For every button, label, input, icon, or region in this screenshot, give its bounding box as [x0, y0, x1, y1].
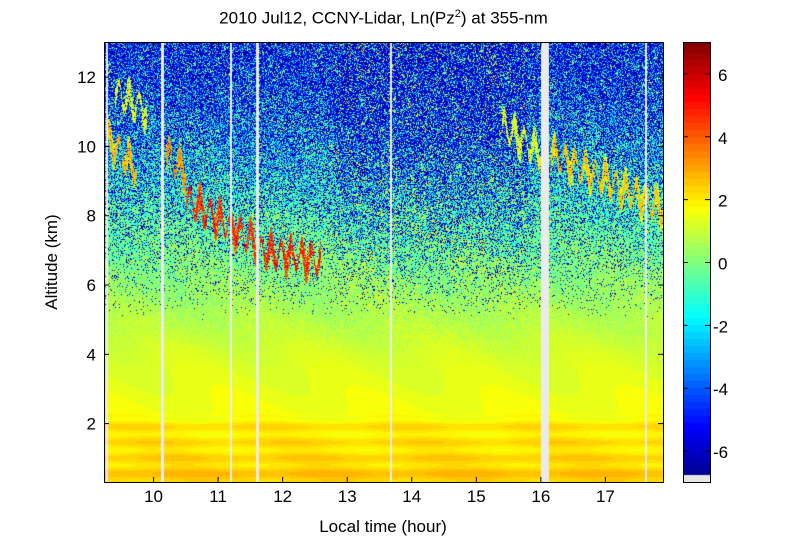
colorbar-frame: [683, 42, 711, 483]
colorbar-tick-label: -4: [713, 380, 728, 399]
x-tick-label: 17: [596, 487, 615, 506]
x-tick-label: 12: [273, 487, 292, 506]
x-tick-label: 14: [402, 487, 421, 506]
x-tick-label: 15: [467, 487, 486, 506]
colorbar-tick-label: 2: [718, 192, 727, 211]
y-tick-label: 6: [87, 276, 96, 295]
x-tick-label: 11: [209, 487, 227, 506]
x-tick-label: 16: [531, 487, 550, 506]
x-tick-label: 13: [338, 487, 357, 506]
x-axis-label: Local time (hour): [319, 517, 447, 536]
colorbar-tick-label: 6: [718, 66, 727, 85]
y-tick-label: 2: [87, 415, 96, 434]
colorbar-tick-label: 0: [718, 255, 727, 274]
colorbar-tick-label: -6: [713, 443, 728, 462]
y-tick-label: 8: [87, 207, 96, 226]
lidar-heatmap: [104, 42, 663, 482]
plot-frame: [104, 42, 664, 483]
y-tick-label: 4: [87, 345, 96, 364]
y-tick-label: 10: [77, 137, 96, 156]
y-tick-label: 12: [77, 68, 96, 87]
y-axis-label: Altitude (km): [42, 214, 61, 309]
colorbar-tick-label: -2: [713, 317, 728, 336]
x-tick-label: 10: [144, 487, 163, 506]
chart-title: 2010 Jul12, CCNY-Lidar, Ln(Pz2) at 355-n…: [219, 8, 548, 28]
colorbar-tick-label: 4: [718, 129, 727, 148]
